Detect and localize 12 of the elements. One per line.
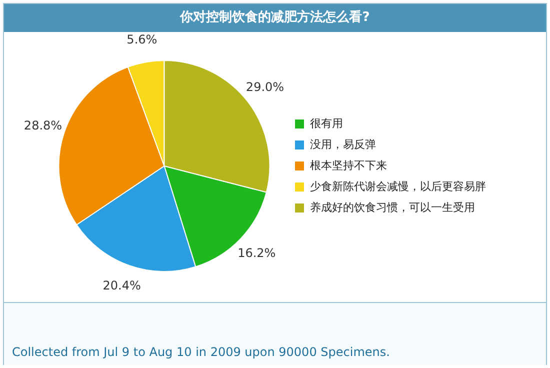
legend-label: 很有用 xyxy=(310,116,343,130)
chart-title: 你对控制饮食的减肥方法怎么看? xyxy=(4,4,546,32)
data-label: 16.2% xyxy=(238,246,276,260)
legend-label: 没用，易反弹 xyxy=(310,138,376,151)
legend-label: 少食新陈代谢会减慢，以后更容易胖 xyxy=(310,180,486,193)
text: Collected from Jul 9 to Aug 10 in 2009 upon 90000 Specimens. xyxy=(12,345,390,359)
data-label: 29.0% xyxy=(246,80,284,94)
data-label: 20.4% xyxy=(102,278,141,292)
legend-label: 根本坚持不下来 xyxy=(310,158,387,172)
data-label: 28.8% xyxy=(24,118,62,133)
data-label: 5.6% xyxy=(126,32,158,47)
legend-label: 养成好的饮食习惯，可以一生受用 xyxy=(310,200,475,214)
